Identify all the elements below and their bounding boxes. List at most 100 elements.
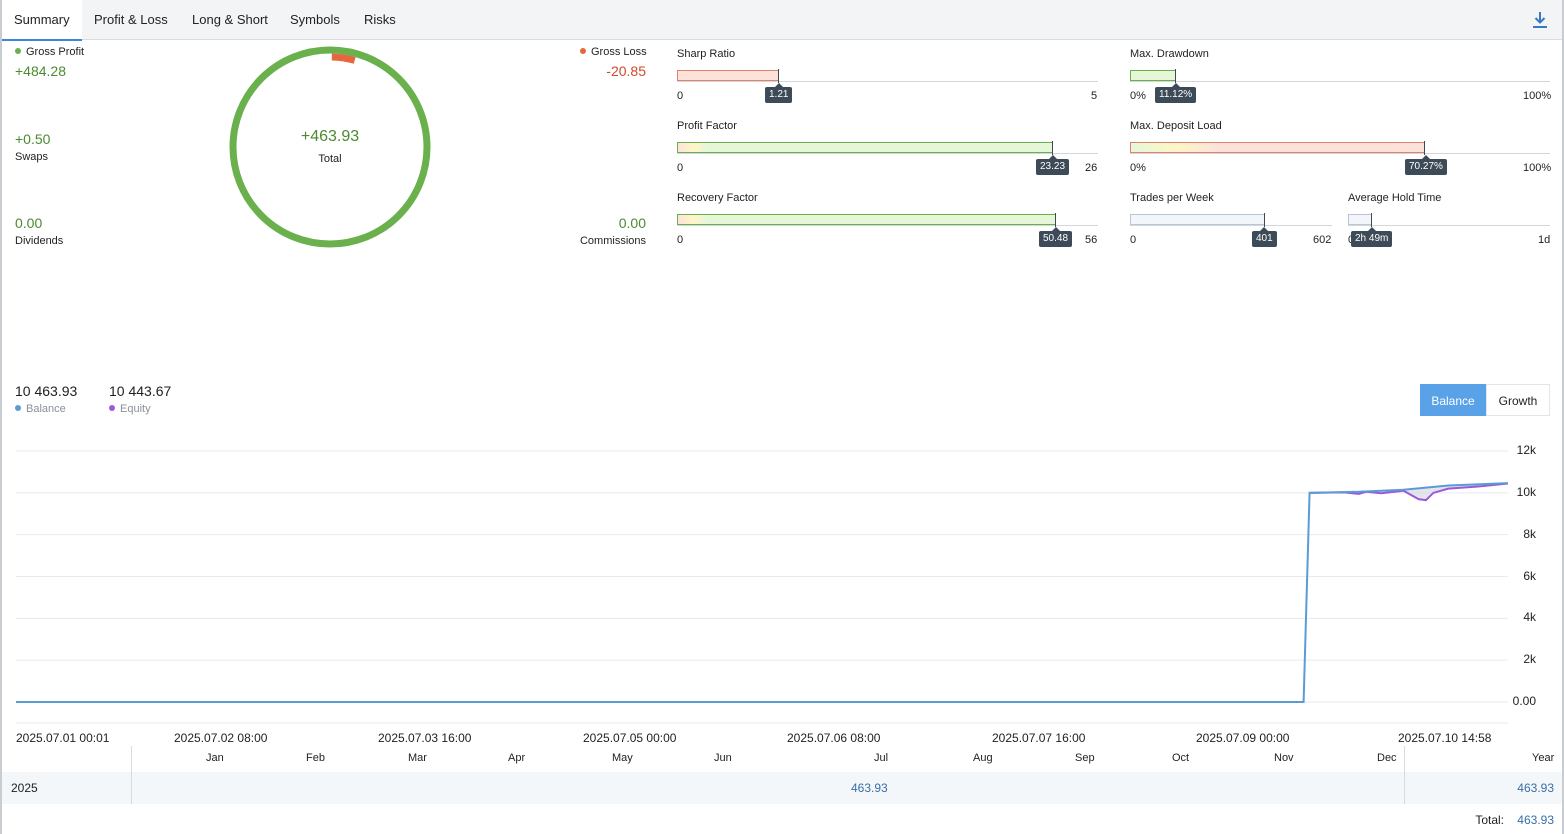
month-header-jul: Jul	[874, 752, 889, 764]
month-header-jun: Jun	[714, 752, 732, 764]
sharp-ratio-title: Sharp Ratio	[677, 48, 736, 60]
sharp-ratio-max: 5	[1091, 90, 1098, 102]
total-donut-chart	[229, 46, 431, 248]
equity-dot-icon	[109, 405, 115, 412]
x-tick-label: 2025.07.10 14:58	[1398, 731, 1492, 745]
balance-line	[16, 482, 1509, 703]
commissions-value: 0.00	[618, 215, 646, 231]
max-drawdown-track	[1130, 81, 1550, 82]
trades-per-week-fill	[1130, 214, 1265, 225]
trades-per-week-badge: 401	[1252, 227, 1277, 247]
average-hold-time-fill	[1348, 214, 1372, 225]
month-header-feb: Feb	[306, 752, 325, 764]
month-header-jan: Jan	[206, 752, 224, 764]
max-drawdown-fill	[1130, 70, 1176, 81]
equity-legend-value: 10 443.67	[109, 383, 172, 399]
max-drawdown-marker	[1175, 69, 1176, 83]
gross-profit-label: Gross Profit	[15, 46, 84, 58]
tab-bar: Summary Profit & Loss Long & Short Symbo…	[2, 0, 1562, 41]
x-tick-label: 2025.07.02 08:00	[174, 731, 268, 745]
recovery-factor-max: 56	[1085, 234, 1098, 246]
x-tick-label: 2025.07.06 08:00	[787, 731, 881, 745]
loss-arc	[331, 53, 356, 64]
sharp-ratio-marker	[778, 69, 779, 83]
y-tick-label: 12k	[1516, 443, 1536, 457]
gross-loss-label: Gross Loss	[580, 46, 647, 58]
commissions-label: Commissions	[579, 235, 646, 247]
swaps-label: Swaps	[15, 151, 49, 163]
month-header-oct: Oct	[1172, 752, 1190, 764]
month-header-aug: Aug	[973, 752, 993, 764]
total-value: +463.93	[300, 128, 360, 145]
y-tick-label: 8k	[1523, 526, 1536, 541]
balance-equity-chart	[16, 450, 1509, 724]
trades-per-week-track	[1130, 225, 1332, 226]
max-deposit-load-marker	[1424, 141, 1425, 155]
average-hold-time-badge: 2h 49m	[1351, 227, 1393, 247]
max-drawdown-badge: 11.12%	[1155, 83, 1197, 103]
month-header-may: May	[612, 752, 633, 764]
balance-toggle-button[interactable]: Balance	[1420, 384, 1486, 416]
jul-value-cell[interactable]: 463.93	[851, 781, 888, 795]
month-header-year: Year	[1532, 752, 1555, 764]
y-tick-label: 0.00	[1512, 694, 1536, 708]
trades-per-week-min: 0	[1130, 234, 1137, 246]
month-header-sep: Sep	[1075, 752, 1095, 764]
max-drawdown-title: Max. Drawdown	[1130, 48, 1209, 60]
year-cell: 2025	[11, 781, 38, 795]
year-total-cell[interactable]: 463.93	[1517, 781, 1554, 795]
max-deposit-load-track	[1130, 153, 1550, 154]
trades-per-week-marker	[1264, 213, 1265, 227]
tab-risks[interactable]: Risks	[364, 12, 396, 27]
recovery-factor-badge: 50.48	[1039, 227, 1073, 247]
tab-summary[interactable]: Summary	[2, 0, 82, 41]
profit-factor-track	[677, 153, 1098, 154]
gross-profit-value: +484.28	[15, 63, 66, 79]
average-hold-time-max: 1d	[1538, 234, 1551, 246]
x-tick-label: 2025.07.01 00:01	[16, 731, 110, 745]
recovery-factor-track	[677, 225, 1098, 226]
recovery-factor-marker	[1055, 213, 1056, 227]
month-header-dec: Dec	[1377, 752, 1397, 764]
total-row-label: Total:	[1475, 813, 1504, 827]
red-dot-icon	[580, 48, 586, 55]
tab-profit-loss[interactable]: Profit & Loss	[94, 12, 168, 27]
table-row	[2, 772, 1562, 804]
trades-per-week-title: Trades per Week	[1130, 192, 1214, 204]
tab-long-short[interactable]: Long & Short	[192, 12, 268, 27]
max-deposit-load-title: Max. Deposit Load	[1130, 120, 1222, 132]
max-deposit-load-max: 100%	[1523, 162, 1552, 174]
table-divider	[131, 772, 132, 804]
balance-legend-label: Balance	[15, 403, 66, 415]
recovery-factor-min: 0	[677, 234, 684, 246]
tab-symbols[interactable]: Symbols	[290, 12, 340, 27]
max-deposit-load-fill	[1130, 142, 1425, 153]
total-row-value[interactable]: 463.93	[1517, 813, 1554, 827]
dividends-label: Dividends	[15, 235, 64, 247]
profit-factor-marker	[1052, 141, 1053, 155]
growth-toggle-button[interactable]: Growth	[1486, 384, 1550, 416]
profit-factor-badge: 23.23	[1036, 155, 1070, 175]
y-tick-label: 4k	[1523, 610, 1536, 625]
average-hold-time-marker	[1371, 213, 1372, 227]
profit-factor-max: 26	[1085, 162, 1098, 174]
y-tick-label: 6k	[1523, 568, 1536, 583]
month-header-apr: Apr	[508, 752, 526, 764]
download-icon[interactable]	[1532, 11, 1548, 29]
sharp-ratio-track	[677, 81, 1098, 82]
x-tick-label: 2025.07.07 16:00	[992, 731, 1086, 745]
sharp-ratio-fill	[677, 70, 779, 81]
balance-legend-value: 10 463.93	[15, 383, 78, 399]
sharp-ratio-min: 0	[677, 90, 684, 102]
sharp-ratio-badge: 1.21	[765, 83, 793, 103]
recovery-factor-fill	[677, 214, 1056, 225]
equity-legend-label: Equity	[109, 403, 151, 415]
gross-loss-value: -20.85	[606, 63, 646, 79]
max-drawdown-max: 100%	[1523, 90, 1552, 102]
month-header-nov: Nov	[1274, 752, 1294, 764]
swaps-value: +0.50	[15, 131, 51, 147]
equity-line	[1309, 482, 1509, 502]
x-tick-label: 2025.07.05 00:00	[583, 731, 677, 745]
average-hold-time-track	[1348, 225, 1550, 226]
